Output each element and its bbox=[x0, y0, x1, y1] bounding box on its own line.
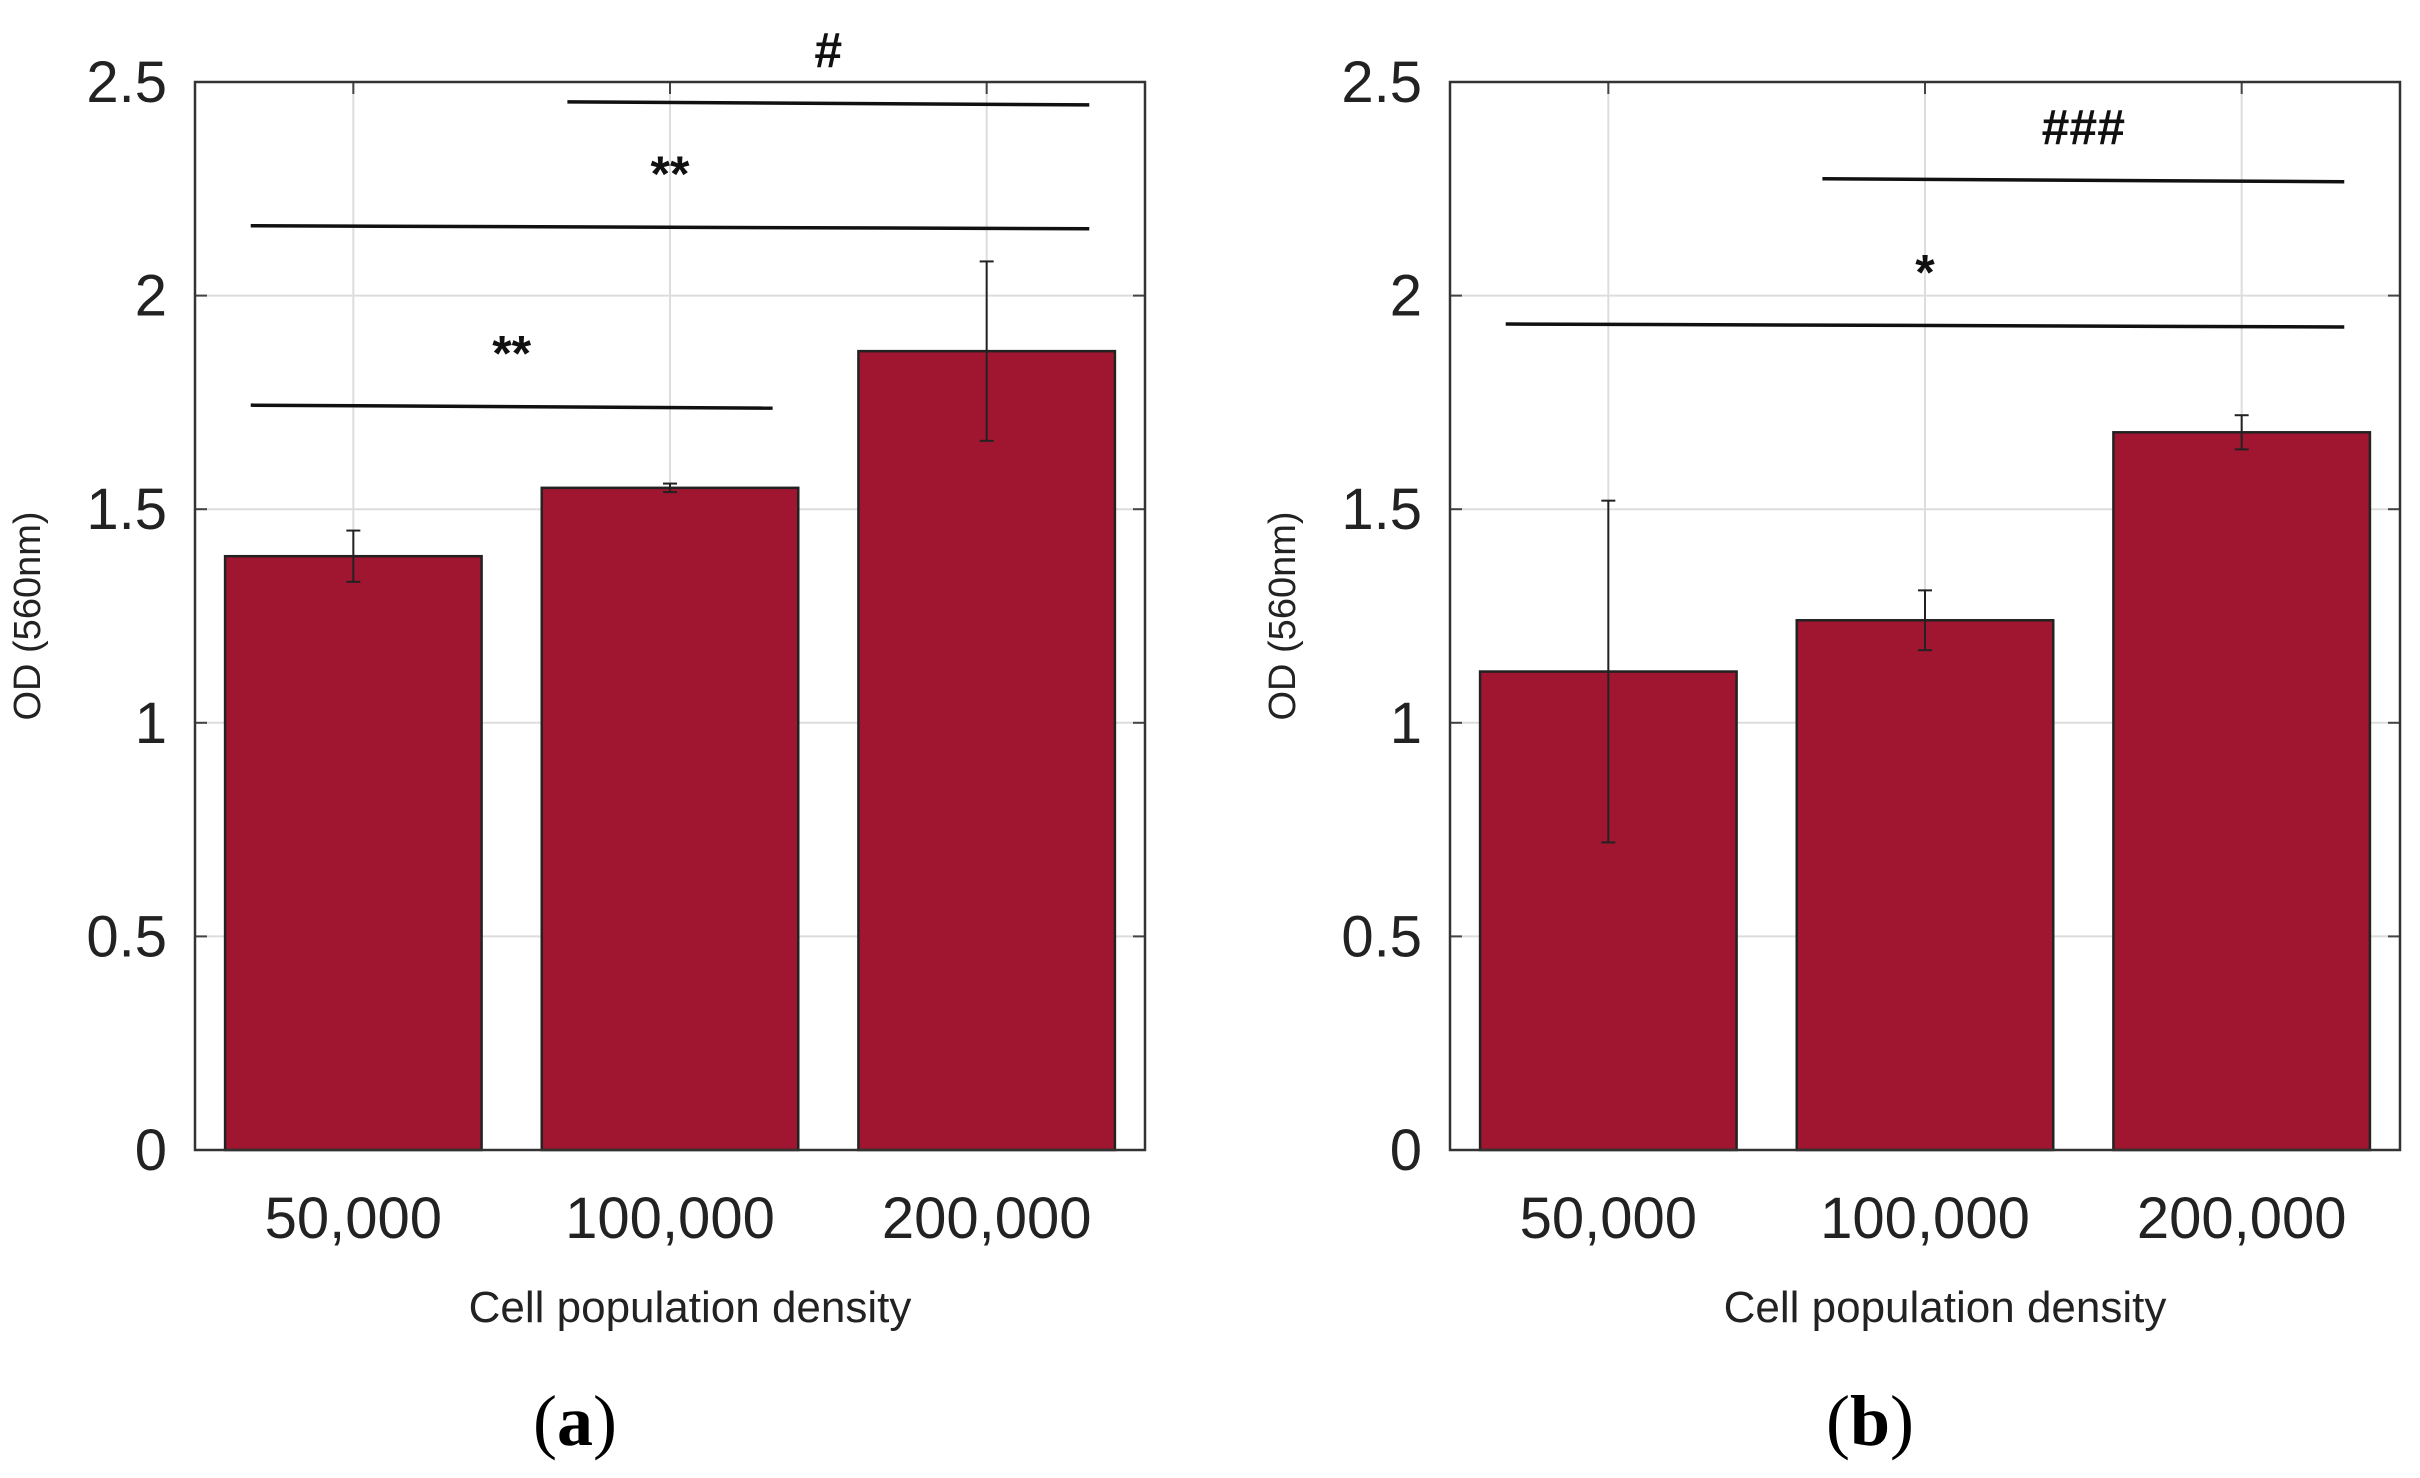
bar bbox=[857, 349, 1117, 1152]
axes-box bbox=[193, 80, 1147, 1152]
x-axis-title: Cell population density bbox=[469, 1283, 912, 1332]
chart-panel-b: 0 0.5 1 1.5 2 2.5 50,000 100,000 200,000 * ### Cell… bbox=[1262, 50, 2402, 1461]
significance-label: ** bbox=[651, 146, 690, 202]
significance-label: * bbox=[1915, 245, 1935, 301]
bar bbox=[223, 554, 483, 1152]
significance-line bbox=[250, 403, 773, 410]
x-tick-label: 200,000 bbox=[882, 1186, 1092, 1251]
significance-line bbox=[567, 100, 1090, 107]
panel-label-letter: b bbox=[1850, 1381, 1890, 1461]
y-axis-title: OD (560nm) bbox=[7, 511, 49, 720]
y-tick-label: 2 bbox=[135, 264, 167, 329]
panel-label: (a) bbox=[533, 1381, 617, 1461]
x-axis-title: Cell population density bbox=[1724, 1283, 2167, 1332]
y-axis-title: OD (560nm) bbox=[1262, 511, 1304, 720]
y-tick-label: 0 bbox=[1390, 1118, 1422, 1183]
x-tick-label: 50,000 bbox=[1520, 1186, 1697, 1251]
significance-label: # bbox=[814, 22, 842, 78]
y-tick-label: 1.5 bbox=[1341, 477, 1422, 542]
y-tick-label: 0.5 bbox=[86, 904, 167, 969]
y-tick-label: 1.5 bbox=[86, 477, 167, 542]
x-tick-label: 100,000 bbox=[1820, 1186, 2030, 1251]
axes-box bbox=[1448, 80, 2402, 1152]
x-tick-label: 200,000 bbox=[2137, 1186, 2347, 1251]
significance-line bbox=[1822, 177, 2345, 184]
bar bbox=[540, 486, 800, 1152]
x-tick-label: 50,000 bbox=[265, 1186, 442, 1251]
significance-label: ** bbox=[492, 326, 531, 382]
y-tick-label: 2.5 bbox=[86, 50, 167, 115]
panel-label: (b) bbox=[1826, 1381, 1914, 1461]
significance-line bbox=[250, 223, 1090, 231]
significance-label: ### bbox=[2042, 99, 2125, 155]
bar bbox=[2112, 431, 2372, 1152]
y-tick-label: 0 bbox=[135, 1118, 167, 1183]
y-tick-label: 0.5 bbox=[1341, 904, 1422, 969]
bar bbox=[1795, 619, 2055, 1152]
x-tick-label: 100,000 bbox=[565, 1186, 775, 1251]
y-tick-label: 1 bbox=[135, 691, 167, 756]
y-tick-label: 2 bbox=[1390, 264, 1422, 329]
y-tick-label: 2.5 bbox=[1341, 50, 1422, 115]
significance-line bbox=[1505, 322, 2345, 329]
chart-panel-a: 0 0.5 1 1.5 2 2.5 50,000 100,000 200,000 ** ** # Cel… bbox=[7, 22, 1147, 1461]
panel-label-letter: a bbox=[557, 1381, 593, 1461]
y-tick-label: 1 bbox=[1390, 691, 1422, 756]
